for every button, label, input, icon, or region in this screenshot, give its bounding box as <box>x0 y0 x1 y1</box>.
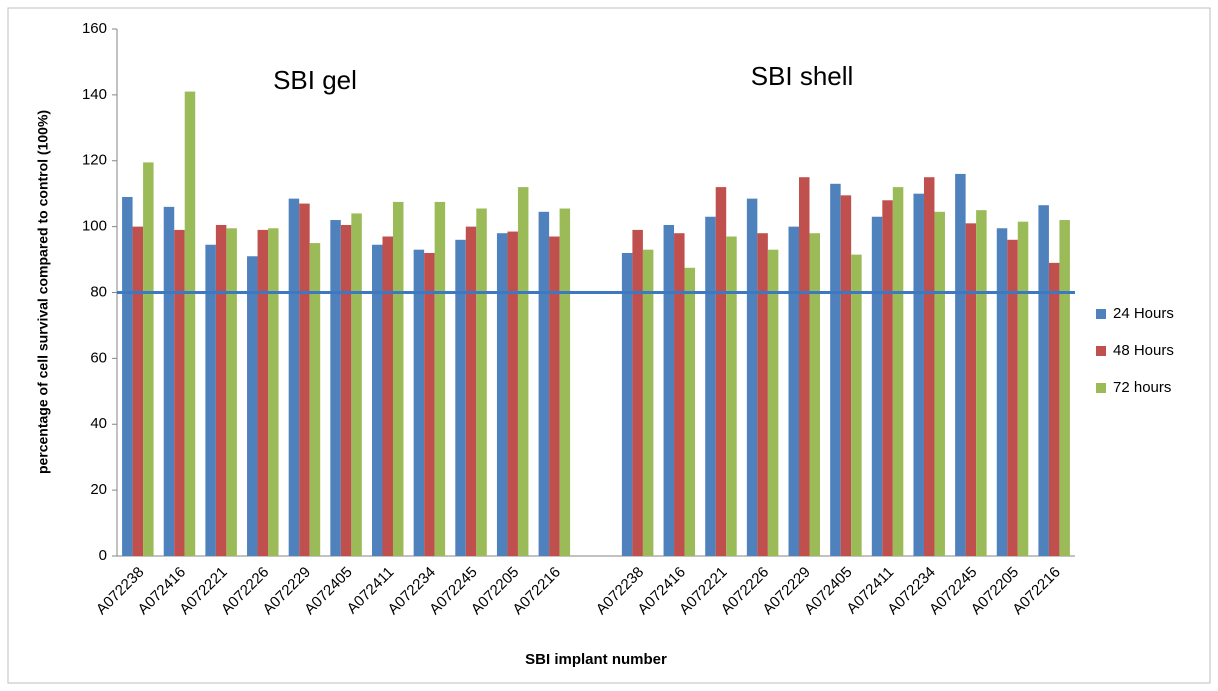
bar <box>392 201 404 556</box>
y-tick-label: 0 <box>99 547 107 564</box>
bar <box>934 211 945 556</box>
bar <box>757 233 768 556</box>
bar <box>351 213 362 556</box>
bar <box>976 210 987 556</box>
bar <box>851 254 862 556</box>
bar <box>840 195 852 556</box>
y-tick-label: 160 <box>82 20 107 37</box>
bar <box>434 201 446 556</box>
annotation: SBI gel <box>273 65 357 95</box>
bar <box>1038 205 1049 556</box>
bar <box>788 226 800 556</box>
bar <box>340 224 352 556</box>
bar <box>871 216 883 556</box>
bar <box>809 233 821 556</box>
bar <box>996 228 1008 556</box>
legend-label: 72 hours <box>1113 379 1171 396</box>
bar <box>309 243 321 556</box>
bar <box>1007 239 1018 557</box>
bar <box>892 187 904 556</box>
bar <box>299 203 310 556</box>
bar <box>226 228 237 556</box>
legend-label: 48 Hours <box>1113 342 1174 359</box>
legend-label: 24 Hours <box>1113 305 1174 322</box>
bar <box>1059 220 1070 556</box>
bar <box>559 208 571 556</box>
bar <box>830 183 841 556</box>
bar <box>882 200 893 556</box>
bar <box>174 229 185 556</box>
bar <box>205 244 216 556</box>
bar <box>496 233 508 556</box>
bar <box>424 252 435 556</box>
bar <box>705 216 716 556</box>
y-tick-label: 40 <box>90 415 107 432</box>
bar <box>215 224 227 556</box>
bar <box>330 220 341 556</box>
bar <box>799 177 810 556</box>
bar <box>268 228 279 556</box>
bar <box>674 233 685 556</box>
legend-swatch <box>1096 346 1106 356</box>
bar <box>257 229 269 556</box>
y-tick-label: 20 <box>90 481 107 498</box>
bar <box>642 249 654 556</box>
y-tick-label: 140 <box>82 86 107 103</box>
y-tick-label: 60 <box>90 349 107 366</box>
bar <box>621 252 633 556</box>
bar <box>455 239 466 557</box>
bar <box>632 229 643 556</box>
bar <box>538 211 550 556</box>
bar <box>122 196 133 556</box>
bar <box>923 177 935 556</box>
bar <box>132 226 144 556</box>
legend-swatch <box>1096 309 1106 319</box>
bar <box>746 198 758 557</box>
bar <box>465 226 477 556</box>
bar <box>955 173 966 557</box>
bar <box>288 198 300 557</box>
bar <box>965 223 977 557</box>
bar <box>247 256 258 556</box>
bar <box>767 249 779 556</box>
bar <box>143 162 154 556</box>
bar <box>1017 221 1029 556</box>
bar <box>163 206 175 557</box>
bar <box>726 236 737 556</box>
bar <box>549 236 560 556</box>
annotation: SBI shell <box>751 61 854 91</box>
y-tick-label: 120 <box>82 152 107 169</box>
legend-swatch <box>1096 383 1106 393</box>
bar <box>507 231 518 557</box>
bar <box>382 236 393 556</box>
bar <box>1048 262 1060 556</box>
bar <box>913 193 924 556</box>
bar <box>663 224 675 556</box>
bar <box>476 208 487 556</box>
y-axis-label: percentage of cell survival compared to … <box>35 110 51 474</box>
bar <box>184 91 196 557</box>
y-tick-label: 80 <box>90 283 107 300</box>
bar <box>715 187 727 556</box>
bar <box>517 187 529 556</box>
bar <box>684 267 696 556</box>
bar <box>371 244 383 556</box>
y-tick-label: 100 <box>82 218 107 235</box>
bar <box>413 249 425 556</box>
x-axis-label: SBI implant number <box>525 651 667 668</box>
